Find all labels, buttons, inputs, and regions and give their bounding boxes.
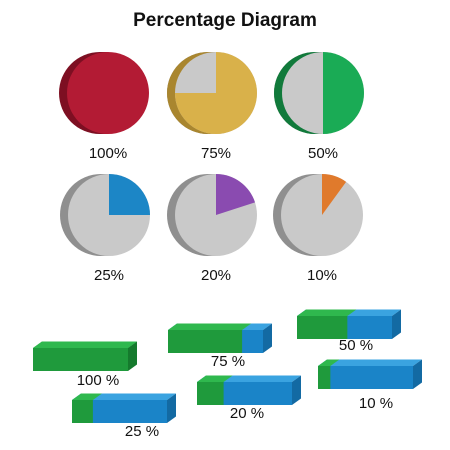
bar-5: 20 % xyxy=(197,375,301,422)
bar-label: 10 % xyxy=(359,395,393,412)
bar-side xyxy=(263,323,272,353)
pie-slice xyxy=(322,174,347,215)
bar-side xyxy=(413,359,422,389)
bar-top-fill xyxy=(72,393,102,400)
bar-3: 50 % xyxy=(297,309,401,354)
bar-label: 25 % xyxy=(125,423,159,440)
pie-label: 10% xyxy=(307,267,337,284)
pie-3: 50% xyxy=(274,52,364,162)
bar-top-fill xyxy=(297,309,357,316)
pie-label: 20% xyxy=(201,267,231,284)
bar-fill xyxy=(72,400,93,423)
bar-side xyxy=(292,375,301,405)
bar-6: 10 % xyxy=(318,359,422,412)
page-title: Percentage Diagram xyxy=(133,10,317,31)
pie-label: 25% xyxy=(94,267,124,284)
pie-face xyxy=(67,52,149,134)
pie-label: 75% xyxy=(201,145,231,162)
pie-slice xyxy=(216,174,255,215)
bar-label: 20 % xyxy=(230,405,264,422)
bar-top-fill xyxy=(168,323,252,330)
bar-fill xyxy=(197,382,224,405)
pie-label: 100% xyxy=(89,145,127,162)
bar-label: 100 % xyxy=(77,372,120,389)
pie-slice xyxy=(175,52,257,134)
bar-label: 50 % xyxy=(339,337,373,354)
bar-fill xyxy=(297,316,348,339)
bar-fill xyxy=(33,348,128,371)
pie-1: 100% xyxy=(59,52,149,162)
bar-2: 75 % xyxy=(168,323,272,370)
bar-4: 25 % xyxy=(72,393,176,440)
bar-top-fill xyxy=(197,375,233,382)
bar-side xyxy=(167,393,176,423)
bar-fill xyxy=(168,330,243,353)
pie-4: 25% xyxy=(60,174,150,284)
bar-fill xyxy=(318,366,331,389)
bar-top-fill xyxy=(318,359,340,366)
pie-slice xyxy=(109,174,150,215)
bar-top-fill xyxy=(33,341,137,348)
bar-front xyxy=(72,400,167,423)
bar-side xyxy=(128,341,137,371)
pie-2: 75% xyxy=(167,52,257,162)
pie-6: 10% xyxy=(273,174,363,284)
bar-1: 100 % xyxy=(33,341,137,389)
bar-front xyxy=(318,366,413,389)
pie-label: 50% xyxy=(308,145,338,162)
bar-top xyxy=(318,359,422,366)
pie-slice xyxy=(323,52,364,134)
bar-label: 75 % xyxy=(211,353,245,370)
pie-5: 20% xyxy=(167,174,257,284)
bar-side xyxy=(392,309,401,339)
